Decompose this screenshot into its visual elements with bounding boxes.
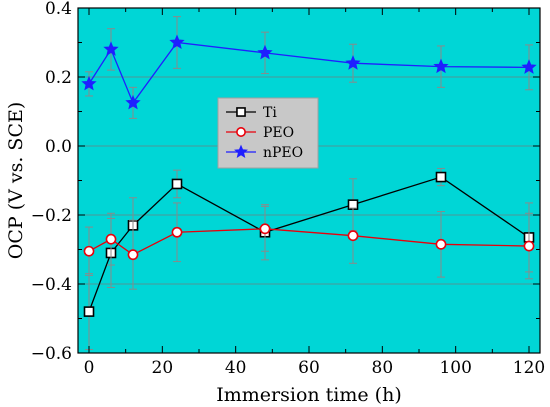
npeo-point (521, 59, 537, 74)
ti-point (435, 171, 447, 183)
peo-point (259, 223, 271, 235)
legend-box (217, 97, 319, 169)
axis-ticks: 0 20 40 60 80 100 120 −0.6 −0.4 −0.2 0.0 0.2 0.4 (31, 0, 546, 378)
y-tick-label: 0.2 (45, 68, 72, 88)
series-npeo (81, 16, 537, 119)
plot-background (78, 8, 540, 353)
y-tick-label: 0.4 (45, 0, 72, 19)
series-layer (81, 16, 537, 351)
legend-label-ti: Ti (263, 105, 277, 121)
x-tick-label: 120 (513, 358, 545, 378)
y-tick-label: −0.6 (31, 344, 72, 364)
legend: Ti PEO nPEO (217, 97, 319, 169)
peo-point (83, 245, 95, 257)
x-tick-label: 80 (372, 358, 394, 378)
npeo-point (169, 34, 185, 50)
npeo-point (103, 41, 119, 56)
legend-marker-ti (236, 107, 246, 117)
npeo-line (88, 41, 530, 105)
y-axis-label: OCP (V vs. SCE) (5, 102, 27, 260)
peo-point (127, 249, 139, 261)
ti-point (83, 306, 95, 317)
x-tick-label: 100 (439, 358, 471, 378)
peo-point (347, 230, 359, 242)
peo-point (523, 240, 535, 252)
npeo-point (345, 55, 361, 70)
legend-marker-peo (236, 127, 246, 137)
peo-point (105, 233, 117, 245)
x-tick-label: 20 (152, 358, 174, 378)
y-tick-label: 0.0 (45, 137, 72, 157)
x-tick-label: 60 (298, 358, 320, 378)
legend-label-peo: PEO (263, 125, 294, 141)
series-peo (83, 202, 535, 290)
peo-point (435, 238, 447, 250)
npeo-point (257, 44, 273, 60)
y-tick-label: −0.4 (31, 275, 72, 295)
x-tick-label: 0 (84, 358, 95, 378)
legend-label-npeo: nPEO (263, 145, 303, 161)
npeo-point (125, 94, 141, 110)
npeo-point (81, 75, 97, 91)
y-tick-label: −0.2 (31, 206, 72, 226)
ti-point (171, 178, 183, 190)
x-axis-label: Immersion time (h) (216, 384, 401, 406)
npeo-point (433, 58, 449, 74)
legend-marker-npeo (234, 144, 248, 158)
x-tick-label: 40 (225, 358, 247, 378)
peo-point (171, 226, 183, 238)
